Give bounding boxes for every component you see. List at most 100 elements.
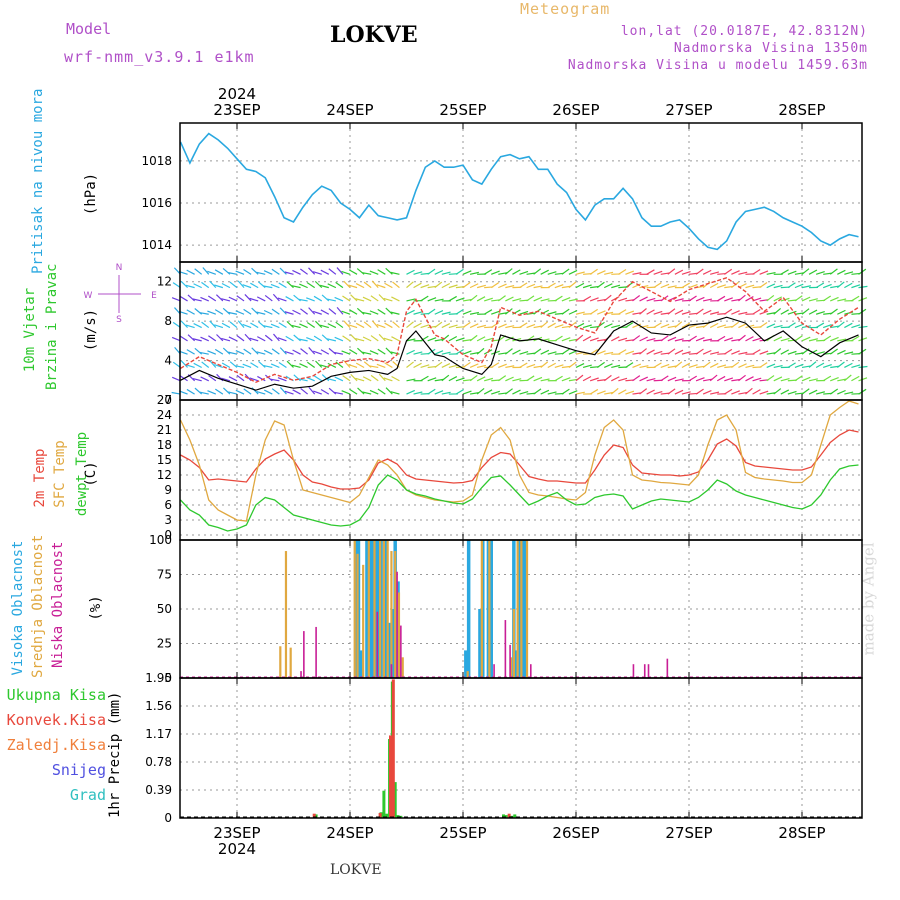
wind-arrow [427,285,437,289]
wind-arrow [384,322,393,329]
wind-arrow [540,378,550,382]
wind-arrow [200,376,210,382]
wind-arrow [604,271,614,275]
wind-arrow [547,271,557,275]
wind-arrow [285,335,294,342]
wind-arrow [688,295,697,302]
wind-arrow [695,388,704,395]
wind-arrow [277,297,287,302]
wind-arrow [193,322,202,329]
wind-arrow [731,390,740,395]
wind-arrow [221,282,231,289]
wind-arrow [575,362,585,369]
wind-arrow [568,361,577,368]
wind-arrow [441,322,451,329]
wind-arrow [568,390,578,395]
wind-arrow [710,311,720,315]
wind-arrow [383,377,393,382]
sfc-temp-line [179,400,859,522]
wind-arrow [787,362,796,368]
wind-arrow [342,295,351,302]
wind-arrow [341,350,351,355]
wind-arrow [420,375,429,382]
wind-arrow [434,378,444,382]
wind-arrow [179,335,188,342]
wind-arrow [222,307,231,315]
wind-arrow [214,284,224,289]
wind-arrow [250,362,259,368]
wind-arrow [766,363,776,369]
wind-arrow [702,349,712,355]
wind-arrow [264,334,273,342]
wind-arrow [413,311,423,315]
pressure-ytick: 1018 [141,154,172,168]
cloud-mid-bar [379,540,382,678]
wind-arrow [688,364,698,369]
wind-arrow [702,390,712,395]
wind-arrow [660,312,670,315]
wind-arrow [653,362,662,368]
wind-arrow [185,364,195,369]
wind-arrow [383,337,393,342]
wind-arrow [575,271,585,275]
wind-arrow [462,270,472,275]
precip-ytick: 0 [164,811,172,825]
wind-arrow [320,309,330,315]
wind-arrow [314,320,323,328]
precip-total-bar [382,790,386,818]
cloud-low-bar [390,664,393,678]
wind-arrow [611,284,621,289]
wind-arrow [815,322,825,329]
wind-arrow [378,333,386,342]
wind-arrow [618,349,627,355]
wind-arrow [801,336,811,342]
wind-arrow [632,323,642,329]
wind-arrow [731,281,739,289]
wind-arrow [695,325,706,329]
wind-arrow [801,388,810,395]
footer-station: LOKVE [330,862,382,878]
wind-arrow [216,334,224,342]
wind-arrow [738,334,746,342]
wind-arrow [462,350,472,355]
wind-arrow [815,311,825,315]
wind-arrow [731,310,740,315]
wind-arrow [547,311,557,315]
wind-arrow [794,272,804,275]
wind-arrow [660,323,670,329]
wind-arrow [469,334,478,342]
wind-arrow [326,338,337,342]
wind-arrow [759,281,768,289]
year-label-bottom: 2024 [218,840,256,858]
wind-arrow [787,282,796,289]
wind-arrow [391,375,400,382]
wind-arrow [526,283,536,289]
wind-arrow [505,376,514,382]
wind-arrow [837,309,846,315]
wind-arrow [207,270,217,275]
wind-arrow [575,391,585,395]
cloud-mid-bar [356,553,359,678]
wind-arrow [313,310,322,315]
wind-arrow [427,268,436,275]
wind-arrow [214,324,224,329]
wind-arrow [391,296,400,302]
wind-arrow [547,322,556,329]
wind-arrow [773,365,783,369]
wind-arrow [215,388,224,395]
wind-arrow [716,375,726,382]
wind-arrow [420,324,430,329]
wind-arrow [695,268,704,275]
wind-arrow [355,298,365,302]
wind-arrow [660,283,670,289]
wind-arrow [808,269,818,275]
wind-arrow [681,391,691,395]
wind-arrow [199,391,209,395]
wind-arrow [773,388,782,395]
wind-arrow [773,376,783,382]
wind-arrow [385,307,393,315]
wind-arrow [258,361,266,368]
wind-arrow [653,350,663,355]
wind-arrow [498,312,508,315]
wind-arrow [377,269,386,275]
